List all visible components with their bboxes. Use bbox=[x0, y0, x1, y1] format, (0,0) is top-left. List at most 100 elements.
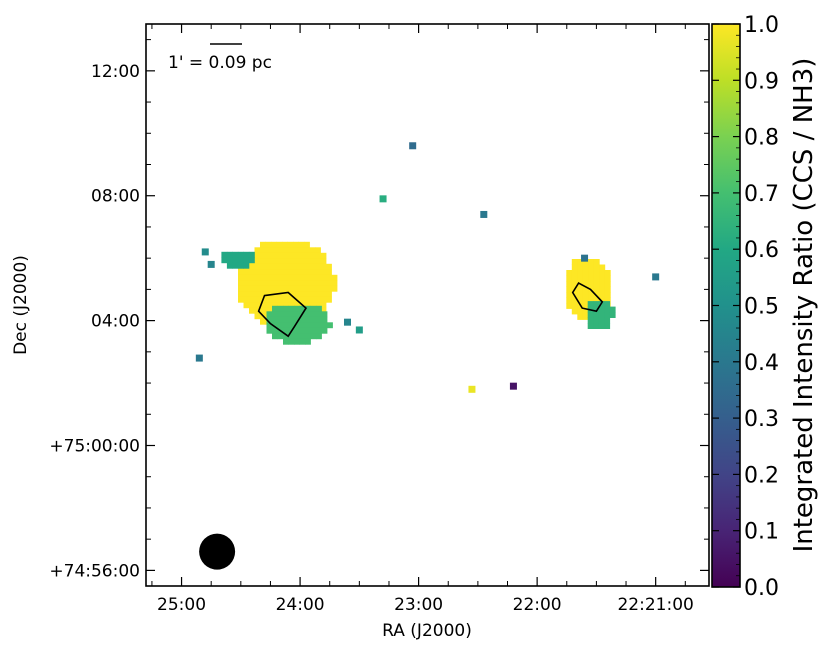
x-tick-label: 24:00 bbox=[276, 595, 325, 615]
map-cell bbox=[260, 269, 266, 276]
map-cell bbox=[566, 297, 573, 304]
map-cell bbox=[298, 274, 305, 281]
map-cell bbox=[271, 296, 277, 303]
map-cell bbox=[582, 275, 589, 282]
map-cell bbox=[327, 322, 333, 329]
map-cell bbox=[282, 247, 288, 254]
beam-marker bbox=[199, 533, 236, 570]
map-cell bbox=[599, 297, 606, 304]
map-region bbox=[221, 251, 255, 269]
map-cell bbox=[243, 269, 250, 276]
map-cell bbox=[320, 291, 327, 298]
map-cell bbox=[604, 317, 611, 324]
map-cell bbox=[298, 280, 305, 287]
map-cell bbox=[298, 247, 305, 254]
map-cell bbox=[604, 286, 611, 293]
map-cell bbox=[304, 274, 310, 281]
x-tick-label: 25:00 bbox=[157, 595, 206, 615]
map-cell bbox=[582, 286, 589, 293]
map-cell bbox=[320, 280, 327, 287]
map-cell bbox=[260, 241, 266, 248]
map-cell bbox=[293, 252, 299, 259]
colorbar-ticks: 0.0 0.1 0.2 0.3 0.4 0.5 0.6 0.7 0.8 0.9 1.0 bbox=[712, 13, 779, 601]
map-cell bbox=[293, 280, 299, 287]
map-cell bbox=[587, 301, 594, 307]
map-cell bbox=[271, 285, 277, 292]
y-tick-label: 08:00 bbox=[91, 187, 140, 207]
map-cell bbox=[254, 263, 261, 270]
map-cell bbox=[604, 297, 611, 304]
map-cell bbox=[304, 252, 310, 259]
map-cell bbox=[293, 269, 299, 276]
map-cell bbox=[320, 302, 327, 309]
map-cell bbox=[232, 262, 239, 269]
map-cell bbox=[277, 333, 284, 340]
map-cell bbox=[287, 247, 294, 254]
map-cell bbox=[283, 311, 289, 318]
map-cell bbox=[254, 296, 261, 303]
map-cell bbox=[293, 247, 299, 254]
map-cell bbox=[272, 305, 278, 312]
map-cell bbox=[238, 274, 244, 281]
map-cell bbox=[282, 241, 288, 248]
map-cell bbox=[320, 263, 327, 270]
map-cell bbox=[272, 333, 278, 340]
map-cell bbox=[237, 251, 244, 258]
map-cell bbox=[293, 291, 299, 298]
map-cell bbox=[593, 301, 600, 307]
map-cell bbox=[226, 251, 233, 258]
map-cell bbox=[587, 323, 594, 329]
map-cell bbox=[320, 258, 327, 265]
map-cell bbox=[265, 252, 272, 259]
map-cell bbox=[238, 291, 244, 298]
map-cell bbox=[260, 247, 266, 254]
map-cell bbox=[298, 296, 305, 303]
map-cell bbox=[254, 258, 261, 265]
map-pixel bbox=[195, 354, 203, 362]
map-cell bbox=[294, 316, 300, 323]
map-cell bbox=[604, 281, 611, 287]
map-cell bbox=[304, 247, 310, 254]
map-cell bbox=[243, 291, 250, 298]
map-cell bbox=[309, 258, 316, 265]
map-cell bbox=[320, 269, 327, 276]
map-cell bbox=[276, 269, 283, 276]
map-cell bbox=[254, 247, 261, 254]
map-cell bbox=[588, 264, 595, 271]
map-cell bbox=[243, 302, 250, 309]
map-cell bbox=[310, 311, 317, 318]
map-cell bbox=[304, 263, 310, 270]
map-cell bbox=[582, 281, 589, 287]
map-cell bbox=[276, 247, 283, 254]
map-cell bbox=[254, 302, 261, 309]
map-cell bbox=[298, 302, 305, 309]
map-cell bbox=[288, 316, 295, 323]
map-pixel bbox=[480, 210, 488, 218]
map-cell bbox=[294, 322, 300, 329]
map-cell bbox=[226, 262, 233, 269]
colorbar-tick-label: 0.4 bbox=[744, 351, 779, 376]
map-cell bbox=[293, 302, 299, 309]
map-cell bbox=[243, 296, 250, 303]
map-cell bbox=[265, 241, 272, 248]
map-cell bbox=[305, 316, 311, 323]
colorbar-tick-label: 0.1 bbox=[744, 520, 779, 545]
map-cell bbox=[598, 306, 605, 313]
map-cell bbox=[254, 274, 261, 281]
map-cell bbox=[316, 327, 322, 334]
map-cell bbox=[271, 274, 277, 281]
y-tick-label: 12:00 bbox=[91, 62, 140, 82]
map-cell bbox=[577, 297, 584, 304]
map-cell bbox=[293, 258, 299, 265]
map-cell bbox=[577, 259, 584, 265]
map-region bbox=[566, 259, 611, 320]
map-cell bbox=[276, 302, 283, 309]
map-cell bbox=[593, 306, 600, 313]
map-cell bbox=[304, 258, 310, 265]
map-cell bbox=[304, 291, 310, 298]
map-cell bbox=[294, 333, 300, 340]
map-cell bbox=[331, 280, 338, 287]
map-cell bbox=[566, 292, 573, 298]
map-cell bbox=[249, 263, 255, 270]
